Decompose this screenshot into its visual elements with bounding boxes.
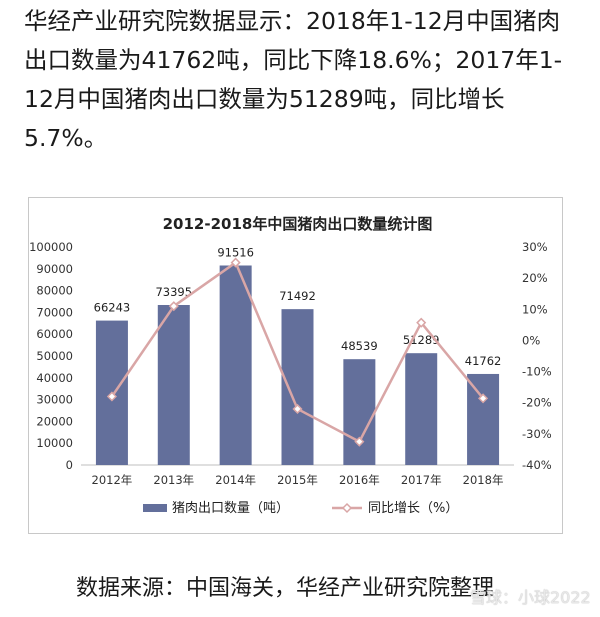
growth-rate-marker [168, 301, 179, 312]
bar-export-volume [157, 304, 190, 465]
left-axis-tick-label: 30000 [36, 393, 73, 407]
right-axis-tick-label: 10% [522, 302, 548, 316]
right-axis-tick-label: -10% [522, 365, 552, 379]
growth-rate-marker [478, 393, 489, 404]
left-axis-tick-label: 80000 [36, 284, 73, 298]
bar-export-volume [219, 265, 252, 465]
bar-export-volume [467, 373, 500, 465]
x-category-label: 2016年 [339, 473, 380, 487]
left-axis-tick-label: 100000 [29, 240, 73, 254]
left-axis-tick-label: 90000 [36, 262, 73, 276]
bar-value-label: 51289 [403, 333, 440, 347]
growth-rate-marker [354, 436, 365, 447]
x-category-label: 2014年 [215, 473, 256, 487]
chart-container: 2012-2018年中国猪肉出口数量统计图 0 10000 20000 30000 400… [28, 197, 563, 534]
left-axis-tick-label: 70000 [36, 305, 73, 319]
legend-bar-label: 猪肉出口数量（吨） [172, 501, 289, 516]
bar-value-label: 73395 [155, 285, 192, 299]
bar-export-volume [343, 359, 376, 465]
x-category-label: 2015年 [277, 473, 318, 487]
x-category-label: 2017年 [401, 473, 442, 487]
growth-rate-marker [230, 257, 241, 268]
right-axis-tick-label: -30% [522, 427, 552, 441]
left-axis-tick-label: 60000 [36, 327, 73, 341]
right-axis-tick-label: 20% [522, 271, 548, 285]
right-axis-tick-label: 30% [522, 240, 548, 254]
bar-value-label: 41762 [465, 354, 502, 368]
legend-line-label: 同比增长（%） [368, 501, 458, 516]
right-axis-tick-label: -20% [522, 396, 552, 410]
chart-title: 2012-2018年中国猪肉出口数量统计图 [163, 215, 433, 233]
bar-value-label: 91516 [217, 245, 254, 259]
x-category-label: 2018年 [463, 473, 504, 487]
bar-value-label: 71492 [279, 289, 316, 303]
bar-value-label: 48539 [341, 339, 378, 353]
bar-value-label: 66243 [94, 301, 131, 315]
left-axis-tick-label: 40000 [36, 371, 73, 385]
x-category-label: 2012年 [92, 473, 133, 487]
legend-bar-swatch [143, 504, 167, 512]
article-paragraph: 华经产业研究院数据显示：2018年1-12月中国猪肉出口数量为41762吨，同比… [24, 7, 563, 152]
data-source-caption: 数据来源：中国海关，华经产业研究院整理 [76, 576, 495, 601]
growth-rate-marker [416, 317, 427, 328]
growth-rate-marker [106, 391, 117, 402]
bar-export-volume [405, 353, 438, 465]
right-axis-tick-label: -40% [522, 458, 552, 472]
x-category-label: 2013年 [153, 473, 194, 487]
growth-rate-marker [292, 403, 303, 415]
left-axis-tick-label: 10000 [36, 436, 73, 450]
export-volume-chart: 2012-2018年中国猪肉出口数量统计图 0 10000 20000 30000 400… [29, 215, 552, 516]
left-axis-tick-label: 20000 [36, 414, 73, 428]
left-axis-tick-label: 50000 [36, 349, 73, 363]
bar-export-volume [281, 309, 314, 465]
left-axis-tick-label: 0 [66, 458, 73, 472]
right-axis-tick-label: 0% [522, 333, 540, 347]
watermark: 雪球：小球2022 [470, 588, 591, 607]
legend-line-marker [341, 502, 353, 514]
